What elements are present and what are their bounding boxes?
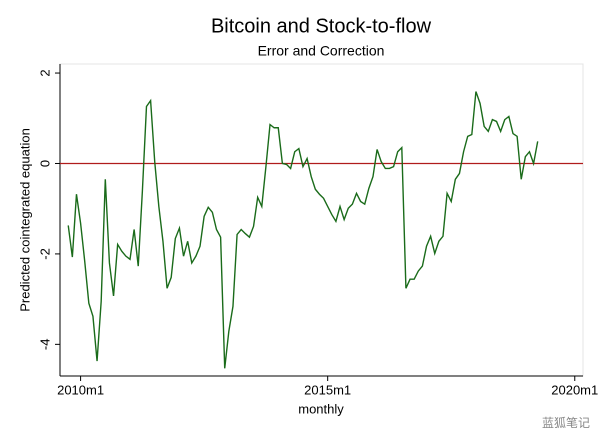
x-tick-label: 2010m1 xyxy=(57,382,104,397)
data-line xyxy=(67,91,539,369)
x-tick-label: 2020m1 xyxy=(551,382,598,397)
y-tick-label: -2 xyxy=(37,248,52,260)
x-tick-label: 2015m1 xyxy=(304,382,351,397)
plot-region xyxy=(59,63,584,377)
y-axis-label: Predicted cointegrated equation xyxy=(17,128,32,312)
chart-title: Bitcoin and Stock-to-flow xyxy=(211,15,432,37)
x-axis-label: monthly xyxy=(298,401,344,416)
chart-subtitle: Error and Correction xyxy=(258,43,385,59)
y-tick-label: 0 xyxy=(37,160,52,167)
y-tick-label: 2 xyxy=(37,69,52,76)
watermark: 蓝狐笔记 xyxy=(542,415,590,430)
y-tick-label: -4 xyxy=(37,339,52,351)
